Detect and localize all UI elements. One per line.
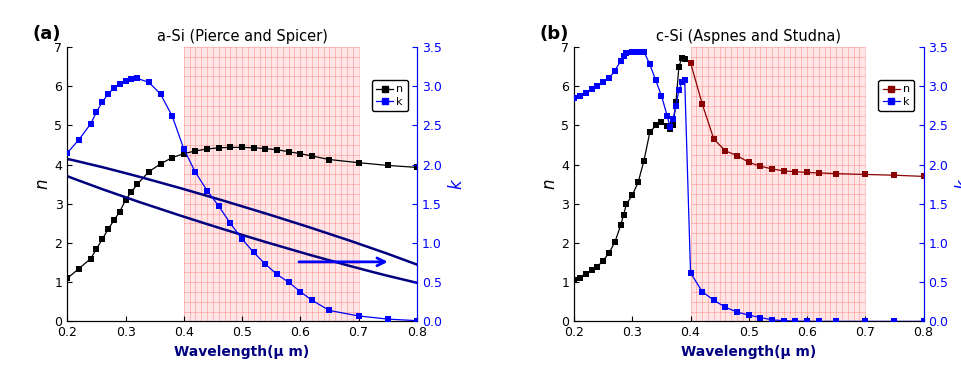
X-axis label: Wavelength(μ m): Wavelength(μ m) [680,345,816,359]
Bar [184,47,358,321]
Title: a-Si (Pierce and Spicer): a-Si (Pierce and Spicer) [157,29,327,44]
Title: c-Si (Aspnes and Studna): c-Si (Aspnes and Studna) [655,29,841,44]
Text: (a): (a) [33,25,61,43]
Y-axis label: n: n [34,179,52,189]
Text: (b): (b) [538,25,568,43]
Y-axis label: k: k [953,180,961,189]
Bar [690,47,864,321]
X-axis label: Wavelength(μ m): Wavelength(μ m) [174,345,309,359]
Y-axis label: k: k [447,180,465,189]
Legend: n, k: n, k [877,80,914,111]
Legend: n, k: n, k [371,80,407,111]
Y-axis label: n: n [540,179,557,189]
